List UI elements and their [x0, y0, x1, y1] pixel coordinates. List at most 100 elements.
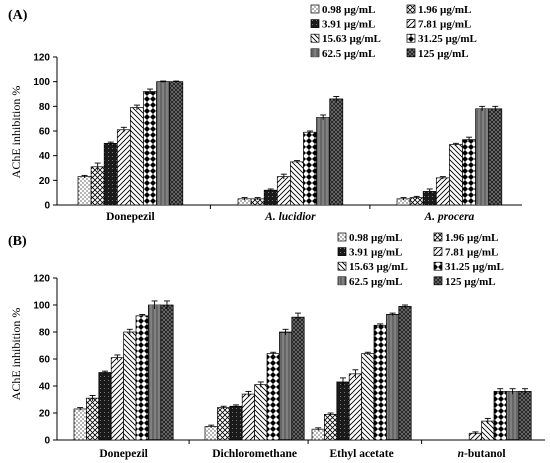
legend-swatch	[433, 261, 443, 271]
panel-a-label: (A)	[8, 8, 28, 23]
legend-label: 62.5 µg/mL	[322, 48, 375, 60]
y-tick-label: 0	[44, 201, 50, 212]
legend-label: 62.5 µg/mL	[349, 276, 402, 288]
category-label: A. procera	[423, 211, 474, 223]
bar-chartB-1-0	[204, 426, 218, 441]
legend-swatch	[337, 276, 347, 286]
bar-chartA-1-3	[276, 176, 291, 206]
legend-label: 31.25 µg/mL	[445, 261, 504, 273]
bar-chartA-1-7	[329, 98, 344, 206]
legend-label: 15.63 µg/mL	[322, 33, 381, 45]
y-tick-label: 100	[33, 301, 50, 312]
legend-label: 0.98 µg/mL	[322, 4, 375, 16]
bar-chartB-1-4	[254, 384, 268, 441]
y-tick-label: 80	[39, 102, 51, 113]
legend-swatch	[406, 4, 416, 14]
bar-chartA-2-4	[449, 144, 463, 206]
bar-chartA-0-4	[130, 107, 144, 206]
y-tick-label: 20	[39, 409, 51, 420]
legend-label: 125 µg/mL	[418, 48, 469, 60]
legend-label: 15.63 µg/mL	[349, 261, 408, 273]
bar-chartB-1-2	[229, 405, 243, 441]
y-tick-label: 60	[39, 127, 51, 138]
bar-chartA-0-2	[103, 142, 118, 206]
bar-chartB-2-2	[336, 381, 350, 441]
legend-b: 0.98 µg/mL 1.96 µg/mL 3.91 µg/mL 7.81 µg/mL…	[337, 232, 504, 288]
bar-chartB-0-6	[148, 304, 162, 441]
bar-chartA-0-7	[169, 81, 184, 206]
bar-chartA-1-5	[303, 131, 317, 206]
bar-chartB-2-0	[311, 428, 325, 441]
bar-chartA-2-5	[462, 139, 476, 206]
bar-chartB-0-5	[135, 315, 149, 441]
bar-chartA-2-3	[435, 177, 450, 206]
legend-label: 31.25 µg/mL	[418, 33, 477, 45]
bar-chartB-1-7	[291, 316, 305, 441]
legend-swatch	[310, 33, 320, 43]
bar-chartB-1-6	[279, 331, 293, 441]
legend-swatch	[406, 48, 416, 58]
bar-chartB-2-3	[348, 373, 362, 441]
legend-swatch	[406, 33, 416, 43]
bar-chartB-0-3	[110, 357, 124, 441]
bar-chartB-1-1	[217, 407, 231, 441]
y-tick-label: 20	[39, 176, 51, 187]
bar-chartB-2-5	[373, 324, 387, 441]
legend-label: 7.81 µg/mL	[445, 247, 498, 259]
bar-chartB-0-1	[86, 397, 100, 441]
legend-label: 3.91 µg/mL	[349, 247, 402, 259]
category-label: Ethyl acetate	[329, 448, 393, 460]
bar-chartB-2-6	[386, 314, 400, 441]
legend-swatch	[337, 232, 347, 242]
legend-swatch	[310, 48, 320, 58]
legend-swatch	[310, 19, 320, 28]
legend-swatch	[406, 19, 416, 28]
bar-chartA-1-4	[290, 161, 304, 206]
legend-label: 0.98 µg/mL	[349, 232, 402, 244]
category-label: Donepezil	[106, 211, 155, 223]
bar-chartA-0-3	[116, 129, 131, 206]
bar-chartB-0-7	[160, 304, 174, 441]
y-tick-label: 40	[39, 382, 51, 393]
bar-chartB-0-4	[123, 331, 137, 441]
legend-a: 0.98 µg/mL 1.96 µg/mL 3.91 µg/mL 7.81 µg/mL…	[310, 4, 477, 60]
category-label: Donepezil	[99, 448, 148, 460]
category-label: Dichloromethane	[212, 448, 297, 460]
y-tick-label: 0	[44, 436, 50, 447]
chart-a: 0 20 40 60 80 100 120 Donepezil A. lucidior A. pr…	[33, 53, 522, 223]
legend-label: 1.96 µg/mL	[418, 4, 471, 16]
legend-swatch	[337, 261, 347, 271]
bar-chartB-0-2	[98, 372, 112, 441]
category-label: A. lucidior	[264, 211, 316, 223]
chart-b: 0 20 40 60 80 100 120 Donepezil Dichloromethane E…	[33, 274, 545, 460]
bar-chartB-2-4	[361, 353, 375, 441]
bar-chartA-2-7	[488, 108, 503, 206]
bar-chartA-2-6	[475, 108, 490, 206]
panel-b-label: (B)	[8, 234, 27, 249]
legend-swatch	[433, 232, 443, 242]
legend-label: 1.96 µg/mL	[445, 232, 498, 244]
bar-chartA-1-2	[263, 189, 278, 206]
bar-chartB-3-6	[506, 391, 520, 441]
bar-chartB-2-7	[398, 306, 412, 441]
y-tick-label: 80	[39, 328, 51, 339]
legend-label: 3.91 µg/mL	[322, 19, 375, 31]
bar-chartB-0-0	[73, 408, 87, 441]
bar-chartA-1-6	[316, 117, 331, 206]
y-axis-title-a: AChE inhibition %	[9, 86, 23, 179]
category-label: n-butanol	[458, 448, 506, 460]
legend-swatch	[337, 247, 347, 256]
bar-chartB-3-7	[518, 391, 532, 441]
bar-chartB-1-3	[241, 393, 255, 441]
legend-label: 125 µg/mL	[445, 276, 496, 288]
bar-chartB-2-1	[324, 414, 338, 441]
y-tick-label: 120	[33, 274, 50, 285]
bar-chartB-1-5	[266, 353, 280, 441]
y-tick-label: 120	[33, 53, 50, 64]
bar-chartB-3-4	[481, 420, 495, 441]
y-axis-title-b: AChE inhibition %	[9, 308, 23, 401]
bar-chartB-3-5	[493, 391, 507, 441]
legend-swatch	[433, 276, 443, 286]
legend-swatch	[310, 4, 320, 14]
